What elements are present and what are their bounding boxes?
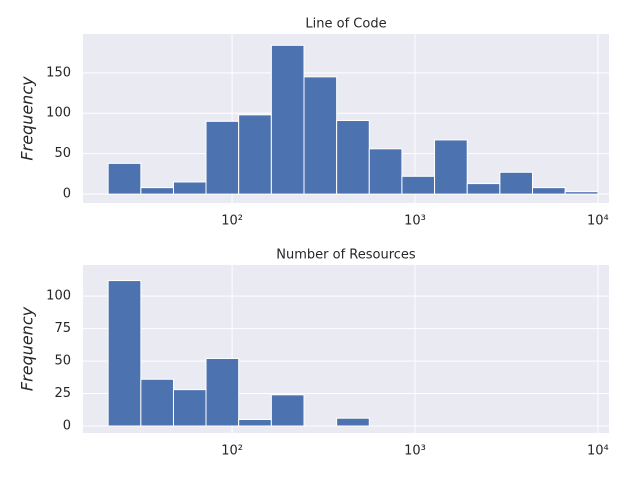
bar [532,187,566,195]
bar [401,175,436,195]
y-tick-label: 25 [54,386,71,401]
bar [205,357,240,427]
y-tick-label: 100 [46,289,71,304]
chart-title: Line of Code [305,17,386,32]
bar [336,417,370,427]
y-tick-label: 75 [54,321,71,336]
y-tick-label: 50 [54,354,71,369]
bar [107,162,142,195]
bar [466,183,501,195]
bar [564,191,599,195]
y-tick-label: 0 [63,418,71,433]
bar [303,76,338,195]
bar [172,181,207,195]
bar [270,44,305,195]
bar [140,187,174,195]
bar [107,280,142,427]
y-tick-label: 100 [46,106,71,121]
y-tick-label: 50 [54,146,71,161]
bar [172,389,207,427]
y-axis-label: Frequency [18,76,37,161]
y-axis-label: Frequency [18,306,37,391]
chart-title: Number of Resources [276,248,416,263]
bar [499,171,534,195]
bar [205,120,240,195]
bar [238,418,272,427]
x-tick-label: 10³ [404,214,426,229]
x-tick-label: 10² [221,214,243,229]
bar [140,378,174,427]
x-tick-label: 10⁴ [587,214,609,229]
bar [270,394,305,427]
y-tick-label: 0 [63,187,71,202]
bar [434,139,468,195]
bar [336,120,370,195]
x-tick-label: 10³ [404,444,426,459]
y-tick-label: 150 [46,65,71,80]
bar [238,114,272,195]
x-tick-label: 10⁴ [587,444,609,459]
bar [368,148,403,195]
x-tick-label: 10² [221,444,243,459]
